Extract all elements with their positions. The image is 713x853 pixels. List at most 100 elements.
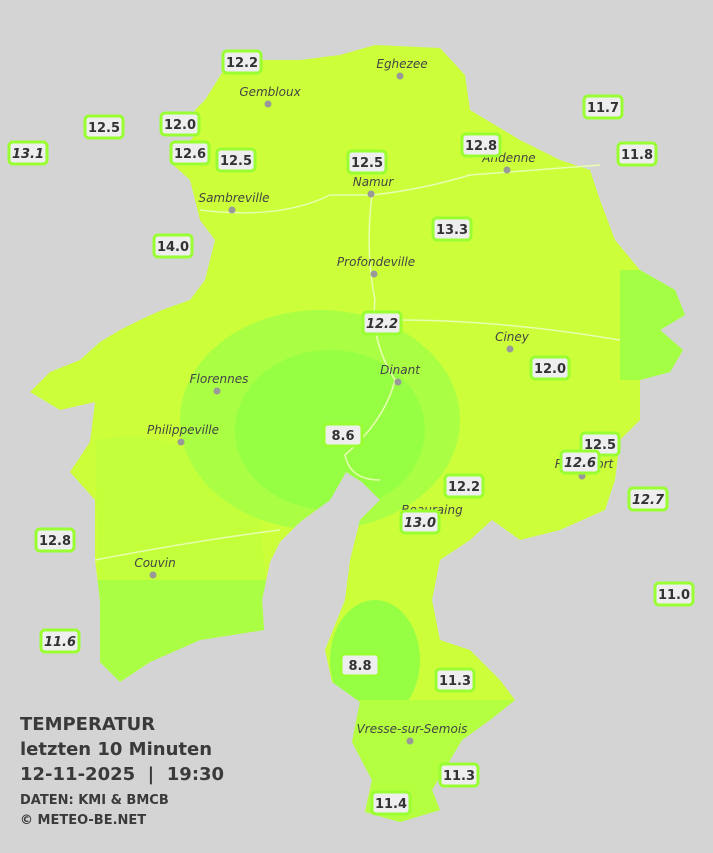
station: 12.5 (346, 149, 388, 175)
station: 11.4 (370, 790, 412, 816)
city-dot (406, 737, 414, 745)
station: 12.8 (460, 132, 502, 158)
station-box (34, 527, 76, 553)
station: 12.8 (34, 527, 76, 553)
station-value: 12.2 (226, 56, 258, 71)
rivers (94, 164, 621, 561)
station: 12.6 (169, 140, 211, 166)
city-dot (264, 100, 272, 108)
legend: TEMPERATUR letzten 10 Minuten 12-11-2025… (20, 714, 224, 828)
station-box (627, 486, 669, 512)
station-value: 13.0 (404, 516, 436, 531)
station-value: 11.4 (375, 797, 407, 812)
station: 11.3 (438, 762, 480, 788)
station-value: 12.6 (564, 456, 596, 471)
station: 12.0 (159, 111, 201, 137)
station-box (653, 581, 695, 607)
station: 14.0 (152, 233, 194, 259)
station-box (159, 111, 201, 137)
city-dot (149, 571, 157, 579)
station-value: 12.7 (632, 493, 665, 508)
station: 13.3 (431, 216, 473, 242)
station-box (434, 667, 476, 693)
city-name: Couvin (134, 556, 175, 570)
city-name: Philippeville (147, 423, 219, 437)
city-name: Sambreville (198, 191, 269, 205)
station-box (83, 114, 125, 140)
station-box (443, 473, 485, 499)
station-value: 12.2 (366, 317, 398, 332)
station-value: 12.5 (584, 438, 616, 453)
station-box (322, 422, 364, 448)
station: 11.7 (582, 94, 624, 120)
station-box (438, 762, 480, 788)
station: 12.6 (559, 449, 601, 475)
city-name: Profondeville (337, 255, 415, 269)
legend-subtitle: letzten 10 Minuten (20, 739, 212, 760)
city-dot (370, 270, 378, 278)
city-dot (503, 166, 511, 174)
station-box (339, 652, 381, 678)
station-value: 12.5 (88, 121, 120, 136)
station-box (616, 141, 658, 167)
city-dot (367, 190, 375, 198)
station: 8.6 (322, 422, 364, 448)
legend-source: DATEN: KMI & BMCB (20, 793, 169, 808)
station-value: 11.7 (587, 101, 619, 116)
station-box (346, 149, 388, 175)
station-box (152, 233, 194, 259)
city-name: Dinant (380, 363, 421, 377)
station: 13.0 (399, 509, 441, 535)
legend-timestamp: 12-11-2025 | 19:30 (20, 764, 224, 785)
city-dot (213, 387, 221, 395)
station: 12.0 (529, 355, 571, 381)
station-box (529, 355, 571, 381)
station-box (559, 449, 601, 475)
station-value: 13.3 (436, 223, 468, 238)
station-value: 14.0 (157, 240, 189, 255)
station-box (431, 216, 473, 242)
station-box (7, 140, 49, 166)
station-box (39, 628, 81, 654)
station-value: 12.0 (164, 118, 196, 133)
station-value: 12.0 (534, 362, 566, 377)
station-value: 12.2 (448, 480, 480, 495)
station: 12.5 (83, 114, 125, 140)
station: 12.2 (361, 310, 403, 336)
legend-copyright: © METEO-BE.NET (20, 813, 146, 828)
station: 11.0 (653, 581, 695, 607)
station-box (215, 147, 257, 173)
station-box (399, 509, 441, 535)
stations: 12.2 12.5 12.0 13.1 12.6 12.5 12.5 12.8 11.7 11.8… (7, 49, 695, 816)
station: 13.1 (7, 140, 49, 166)
station-value: 12.5 (351, 156, 383, 171)
city-name: Ciney (495, 330, 530, 344)
station-box (582, 94, 624, 120)
city-dot (396, 72, 404, 80)
station-box (370, 790, 412, 816)
station: 8.8 (339, 652, 381, 678)
station-box (361, 310, 403, 336)
station-value: 8.8 (348, 659, 371, 674)
station-value: 12.8 (39, 534, 71, 549)
city-name: Eghezee (376, 57, 427, 71)
station: 11.3 (434, 667, 476, 693)
station-value: 11.0 (658, 588, 690, 603)
station-value: 11.3 (443, 769, 475, 784)
city-dot (394, 378, 402, 386)
station-box (460, 132, 502, 158)
city-dot (228, 206, 236, 214)
cities: EghezeeGemblouxAndenneNamurSambrevillePr… (134, 57, 615, 745)
station-value: 8.6 (331, 429, 354, 444)
legend-title: TEMPERATUR (20, 714, 155, 735)
station: 11.8 (616, 141, 658, 167)
station-value: 11.8 (621, 148, 653, 163)
station-value: 12.8 (465, 139, 497, 154)
station-box (221, 49, 263, 75)
station: 12.5 (215, 147, 257, 173)
station-value: 12.6 (174, 147, 206, 162)
city-name: Namur (353, 175, 395, 189)
station: 12.2 (221, 49, 263, 75)
